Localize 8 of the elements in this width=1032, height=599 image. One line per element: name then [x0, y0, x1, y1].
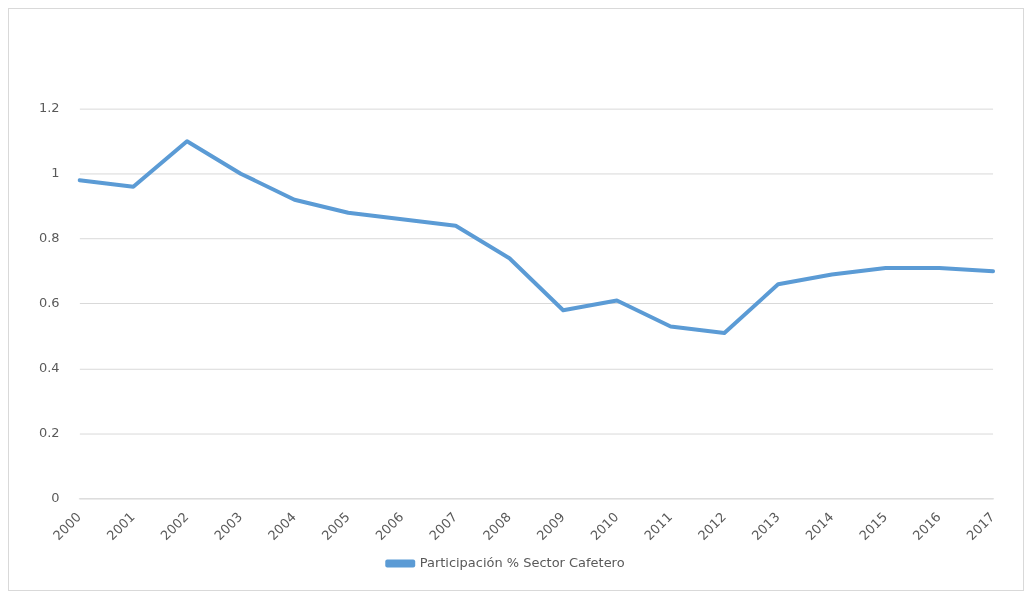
y-tick-label: 0.4 [38, 360, 60, 376]
legend-label: Participación % Sector Cafetero [419, 554, 625, 570]
y-tick-label: 1.2 [38, 100, 60, 116]
y-tick-label: 1 [51, 165, 60, 181]
y-tick-label: 0.6 [38, 295, 60, 311]
y-tick-label: 0.2 [38, 425, 60, 441]
y-tick-label: 0.8 [38, 230, 60, 246]
y-tick-label: 0 [51, 490, 60, 506]
